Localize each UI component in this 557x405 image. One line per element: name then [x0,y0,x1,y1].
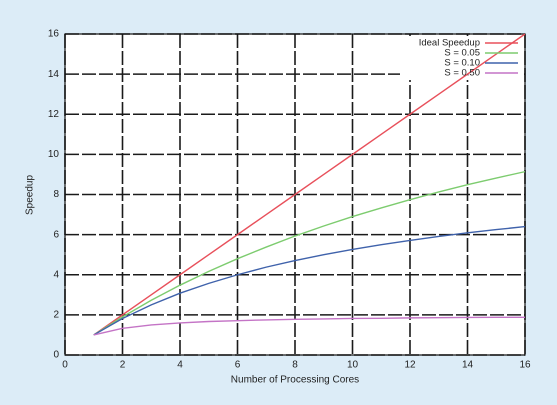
legend-label: S = 0.50 [444,68,480,79]
x-axis-label: Number of Processing Cores [231,375,359,386]
series-line [93,33,526,336]
legend-label: S = 0.10 [444,58,480,69]
x-tick-label: 2 [120,360,126,371]
y-tick-label: 2 [53,310,59,321]
y-tick-label: 6 [53,229,59,240]
y-tick-label: 4 [53,269,59,280]
y-tick-label: 16 [48,29,60,40]
x-tick-label: 10 [347,360,359,371]
y-tick-label: 0 [53,350,59,361]
y-tick-label: 12 [48,109,60,120]
y-tick-label: 10 [48,149,60,160]
series-line [93,225,526,336]
y-tick-label: 14 [48,69,60,80]
x-tick-label: 4 [177,360,183,371]
legend-label: S = 0.05 [444,48,480,59]
x-tick-label: 12 [404,360,416,371]
x-tick-label: 8 [292,360,298,371]
y-tick-label: 8 [53,189,59,200]
legend-label: Ideal Speedup [419,38,480,49]
x-tick-label: 16 [519,360,531,371]
x-tick-label: 14 [462,360,474,371]
plot-border [64,33,526,356]
x-tick-label: 0 [62,360,68,371]
x-tick-label: 6 [235,360,241,371]
series-line [93,316,525,336]
y-axis-label: Speedup [25,175,36,215]
series-line [93,170,526,336]
